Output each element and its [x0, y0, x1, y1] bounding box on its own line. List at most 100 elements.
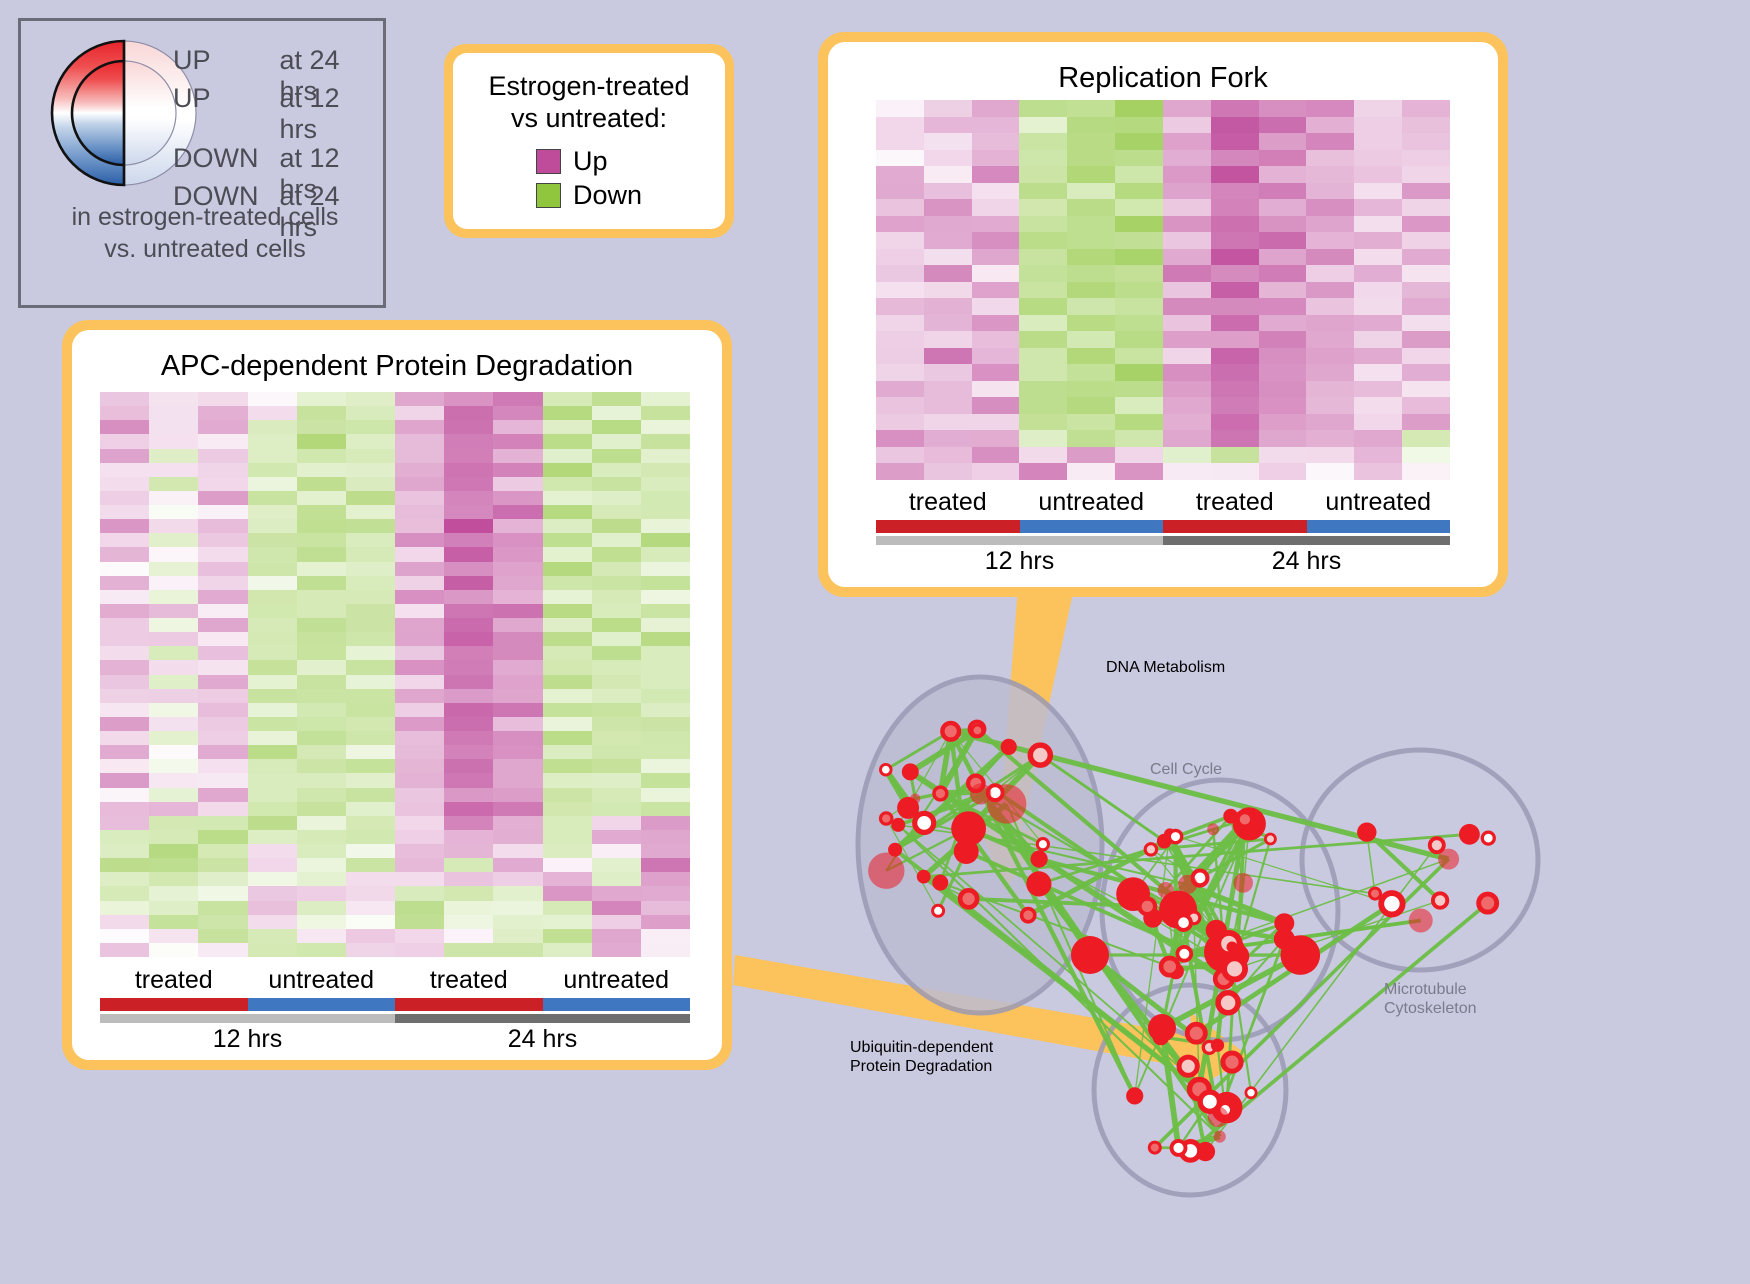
- legend-item-up: Up: [536, 146, 642, 177]
- heatmap-cell: [100, 547, 149, 561]
- heatmap-cell: [395, 901, 444, 915]
- heatmap-cell: [346, 788, 395, 802]
- heatmap-cell: [1259, 315, 1307, 332]
- heatmap-cell: [1211, 117, 1259, 134]
- network-node: [1223, 1053, 1241, 1071]
- heatmap-cell: [1115, 133, 1163, 150]
- heatmap-cell: [924, 463, 972, 480]
- network-node: [1265, 834, 1275, 844]
- heatmap-cell: [592, 660, 641, 674]
- heatmap-cell: [149, 858, 198, 872]
- heatmap-cell: [972, 166, 1020, 183]
- heatmap-cell: [641, 519, 690, 533]
- heatmap-cell: [149, 406, 198, 420]
- heatmap-cell: [395, 830, 444, 844]
- heatmap-cell: [972, 331, 1020, 348]
- heatmap-cell: [1306, 298, 1354, 315]
- heatmap-cell: [592, 604, 641, 618]
- heatmap-cell: [543, 406, 592, 420]
- heatmap-cell: [100, 830, 149, 844]
- heatmap-cell: [149, 576, 198, 590]
- heatmap-cell: [1306, 447, 1354, 464]
- panel-apc-degradation: APC-dependent Protein Degradation treate…: [62, 320, 732, 1070]
- heatmap-cell: [100, 802, 149, 816]
- treatment-segment: [248, 998, 396, 1011]
- heatmap-cell: [1211, 298, 1259, 315]
- heatmap-cell: [1067, 117, 1115, 134]
- treatment-segment: [876, 520, 1020, 533]
- heatmap-cell: [198, 717, 247, 731]
- cluster-label-microtubule: Microtubule Cytoskeleton: [1384, 980, 1477, 1018]
- heatmap-cell: [149, 449, 198, 463]
- heatmap-cell: [493, 759, 542, 773]
- heatmap-cell: [1115, 447, 1163, 464]
- heatmap-cell: [1163, 150, 1211, 167]
- heatmap-cell: [149, 703, 198, 717]
- heatmap-cell: [876, 232, 924, 249]
- heatmap-cell: [248, 660, 297, 674]
- heatmap-cell: [1163, 216, 1211, 233]
- heatmap-cell: [543, 434, 592, 448]
- heatmap-cell: [149, 505, 198, 519]
- group-label: untreated: [248, 966, 396, 995]
- heatmap-cell: [592, 759, 641, 773]
- network-node: [881, 764, 892, 775]
- heatmap-cell: [641, 703, 690, 717]
- heatmap-cell: [297, 858, 346, 872]
- heatmap-cell: [1211, 414, 1259, 431]
- heatmap-cell: [641, 590, 690, 604]
- heatmap-cell: [641, 576, 690, 590]
- heatmap-cell: [395, 632, 444, 646]
- heatmap-cell: [641, 618, 690, 632]
- heatmap-cell: [1402, 414, 1450, 431]
- direction-label: UP: [173, 45, 279, 76]
- heatmap-cell: [1402, 331, 1450, 348]
- up-label: Up: [573, 146, 608, 177]
- network-node: [1409, 909, 1433, 933]
- heatmap-cell: [1306, 265, 1354, 282]
- network-svg: [790, 610, 1750, 1279]
- heatmap-cell: [876, 150, 924, 167]
- heatmap-cell: [493, 858, 542, 872]
- treatment-segment: [1307, 520, 1451, 533]
- heatmap-cell: [1306, 199, 1354, 216]
- heatmap-cell: [543, 802, 592, 816]
- heatmap-cell: [149, 759, 198, 773]
- heatmap-cell: [972, 216, 1020, 233]
- heatmap-cell: [297, 886, 346, 900]
- heatmap-cell: [641, 675, 690, 689]
- heatmap-cell: [543, 689, 592, 703]
- heatmap-cell: [1115, 298, 1163, 315]
- heatmap-cell: [543, 858, 592, 872]
- heatmap-cell: [248, 929, 297, 943]
- network-node: [1207, 823, 1219, 835]
- heatmap-cell: [395, 533, 444, 547]
- heatmap-cell: [297, 703, 346, 717]
- network-node: [1140, 899, 1156, 915]
- heatmap-cell: [346, 943, 395, 957]
- heatmap-cell: [1163, 249, 1211, 266]
- heatmap-cell: [1115, 100, 1163, 117]
- heatmap-cell: [297, 505, 346, 519]
- heatmap-cell: [248, 533, 297, 547]
- timepoint-segment: [395, 1014, 690, 1023]
- heatmap-cell: [395, 731, 444, 745]
- network-node: [902, 763, 919, 780]
- heatmap-cell: [1354, 397, 1402, 414]
- heatmap-cell: [924, 447, 972, 464]
- heatmap-cell: [592, 590, 641, 604]
- gene-network-diagram: DNA Metabolism Cell Cycle Microtubule Cy…: [790, 610, 1750, 1279]
- heatmap-cell: [395, 590, 444, 604]
- heatmap-cell: [346, 872, 395, 886]
- heatmap-cell: [297, 731, 346, 745]
- heatmap-cell: [1354, 364, 1402, 381]
- heatmap-cell: [100, 590, 149, 604]
- heatmap-cell: [248, 872, 297, 886]
- heatmap-cell: [1163, 414, 1211, 431]
- heatmap-cell: [972, 348, 1020, 365]
- heatmap-cell: [248, 773, 297, 787]
- heatmap-cell: [297, 547, 346, 561]
- heatmap-cell: [924, 414, 972, 431]
- heatmap-cell: [493, 901, 542, 915]
- heatmap-cell: [1019, 265, 1067, 282]
